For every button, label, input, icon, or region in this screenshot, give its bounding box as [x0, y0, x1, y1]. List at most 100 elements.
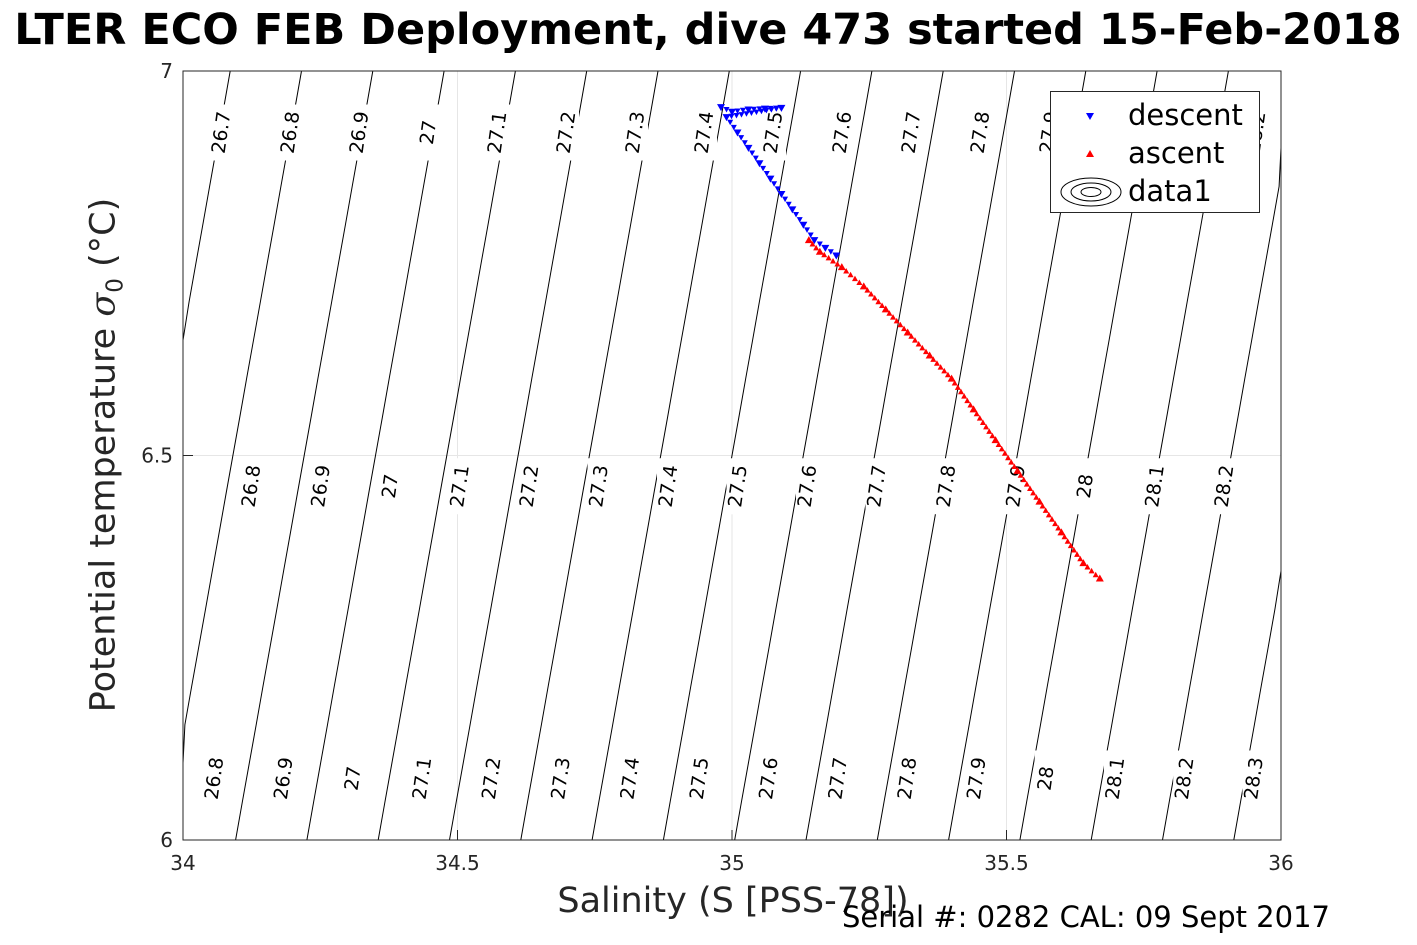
descent-marker [750, 106, 757, 113]
contour-label-bg [1213, 458, 1237, 515]
contour-label-bg [762, 104, 786, 161]
ascent-marker [915, 340, 922, 347]
contour-label-bg [348, 104, 372, 161]
ascent-marker [890, 314, 897, 320]
contour-label-bg [657, 458, 681, 515]
ascent-marker [1001, 450, 1008, 456]
ascent-marker [897, 321, 904, 328]
descent-marker [733, 112, 740, 119]
ascent-marker [1039, 503, 1046, 509]
contour-label-bg [1034, 750, 1059, 807]
descent-marker [748, 110, 755, 116]
descent-marker [763, 107, 770, 114]
descent-marker [727, 119, 734, 126]
ascent-point [815, 247, 824, 255]
contour-label: 28 [1073, 473, 1098, 500]
contour-label-bg [965, 750, 990, 807]
ascent-marker [1092, 571, 1099, 578]
ascent-marker [961, 393, 968, 399]
ascent-marker [847, 271, 854, 278]
ascent-marker [893, 317, 900, 324]
contour-line [1162, 71, 1282, 841]
contour-label: 27 [341, 765, 366, 792]
descent-marker [782, 196, 789, 203]
contour-line [520, 70, 659, 841]
descent-marker [738, 135, 745, 141]
contour-label-bg [448, 458, 473, 515]
ascent-marker [976, 415, 983, 421]
descent-point [821, 244, 830, 252]
ascent-marker [1052, 520, 1059, 527]
descent-marker [728, 113, 735, 120]
contour-label-bg [1242, 750, 1267, 807]
x-tick-label: 36 [1268, 851, 1293, 875]
contour-label-bg [1143, 458, 1168, 515]
ascent-point [991, 436, 1000, 444]
ascent-marker [843, 267, 850, 274]
contour-label-bg [624, 104, 648, 161]
contour-label-bg [1074, 458, 1098, 515]
x-axis-ticks: 34 34.5 35 35.5 36 [170, 830, 1294, 875]
ascent-marker [1061, 533, 1068, 540]
ascent-marker [951, 379, 958, 386]
contour-line [306, 70, 445, 841]
descent-point [755, 160, 764, 168]
descent-marker [743, 111, 750, 117]
ascent-marker [879, 302, 886, 309]
ascent-point [1079, 559, 1088, 567]
contour-label: 27 [378, 473, 403, 500]
legend-label-ascent: ascent [1128, 136, 1225, 170]
ascent-marker [933, 360, 940, 366]
contour-label-bg [1103, 750, 1128, 807]
descent-marker [827, 249, 834, 255]
contour-line [805, 70, 944, 841]
descent-marker [807, 232, 814, 239]
legend-item-ascent: ascent [1051, 134, 1259, 172]
ascent-marker [1055, 525, 1062, 531]
ascent-marker [1020, 476, 1027, 483]
contour-label-bg [486, 104, 510, 161]
contour-label-bg [417, 104, 441, 161]
contour-label-bg [935, 458, 959, 515]
descent-marker [739, 107, 746, 114]
ascent-point [837, 263, 846, 271]
descent-point [777, 191, 786, 199]
contour-line [876, 70, 1015, 841]
ascent-marker [1030, 489, 1037, 496]
ascent-marker [979, 419, 986, 426]
descent-marker [752, 155, 759, 162]
descent-marker [785, 201, 792, 208]
ascent-marker [912, 337, 918, 343]
ascent-marker [1067, 542, 1074, 549]
ascent-marker [998, 445, 1005, 452]
ascent-point [859, 282, 868, 290]
ascent-marker [864, 287, 871, 293]
descent-marker [753, 109, 760, 116]
contour-label-bg [272, 750, 297, 807]
ascent-marker [944, 371, 951, 378]
contour-label-bg [309, 458, 334, 515]
contour-label-bg [587, 458, 612, 515]
contour-label-bg [831, 104, 855, 161]
descent-marker [774, 186, 781, 192]
ascent-marker [830, 257, 837, 264]
descent-marker [741, 140, 748, 146]
contour-label-bg [693, 104, 717, 161]
descent-point [744, 106, 753, 114]
ascent-marker [1027, 485, 1034, 491]
contour-label-bg [341, 750, 366, 807]
descent-marker [768, 107, 775, 113]
ascent-marker [1084, 564, 1091, 570]
x-tick-label: 34 [170, 851, 195, 875]
x-tick-label: 34.5 [435, 851, 480, 875]
ascent-marker [851, 275, 858, 282]
ascent-marker [1088, 567, 1095, 574]
ascent-point [1057, 528, 1066, 536]
ascent-marker [825, 254, 832, 261]
contour-label-bg [555, 104, 579, 161]
y-tick-label: 6.5 [141, 444, 173, 468]
contour-line [182, 70, 302, 840]
descent-marker [816, 241, 823, 248]
ascent-marker [834, 261, 841, 267]
ascent-marker [1033, 494, 1040, 500]
